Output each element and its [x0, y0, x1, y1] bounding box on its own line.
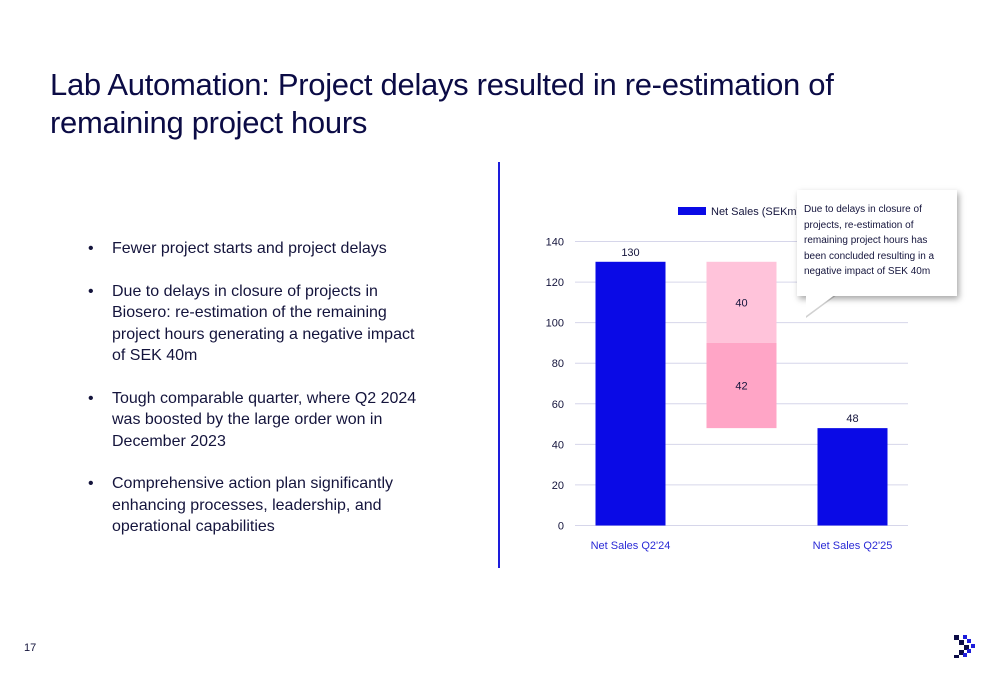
y-tick-label: 140 [546, 237, 564, 249]
bullet-text: Tough comparable quarter, where Q2 2024 … [112, 389, 417, 450]
x-tick-label: Net Sales Q2'24 [591, 540, 671, 552]
slide-title: Lab Automation: Project delays resulted … [50, 67, 834, 140]
y-tick-label: 100 [546, 318, 564, 330]
bullet-glyph: • [88, 282, 94, 300]
bullet-text: Due to delays in closure of projects in … [112, 282, 415, 365]
bullet-text: Fewer project starts and project delays [112, 240, 387, 257]
page-number: 17 [24, 642, 37, 654]
data-label: 42 [735, 381, 747, 393]
bullet-text: Comprehensive action plan significantly … [112, 475, 394, 535]
bullet-item: • Comprehensive action plan significantly… [88, 473, 428, 538]
legend-label: Net Sales (SEKm) [711, 206, 800, 218]
bullet-glyph: • [88, 475, 94, 492]
bullet-item: • Due to delays in closure of projects in… [88, 281, 428, 367]
bullet-item: • Fewer project starts and project delays [88, 238, 428, 260]
vertical-divider [498, 162, 500, 568]
bar [706, 261, 777, 343]
data-label: 40 [735, 297, 747, 309]
bullet-glyph: • [88, 240, 94, 257]
data-label: 130 [621, 247, 639, 259]
bar [817, 428, 888, 526]
y-tick-label: 60 [552, 399, 564, 411]
bar [706, 342, 777, 429]
bullet-glyph: • [88, 389, 94, 407]
callout-box: Due to delays in closure of projects, re… [797, 190, 957, 296]
legend-swatch [678, 207, 706, 215]
callout-tail [806, 294, 836, 316]
x-tick-label: Net Sales Q2'25 [813, 540, 893, 552]
y-tick-label: 40 [552, 439, 564, 451]
y-tick-label: 120 [546, 277, 564, 289]
bullet-list: • Fewer project starts and project delays… [88, 238, 428, 559]
callout-text: Due to delays in closure of projects, re… [804, 204, 935, 277]
y-tick-label: 80 [552, 358, 564, 370]
y-tick-label: 20 [552, 480, 564, 492]
data-label: 48 [846, 413, 858, 425]
double-chevron-right-icon [954, 635, 975, 658]
waterfall-chart: 0 20 40 60 80 100 120 140 130 40 42 48 Net Sales Q2'… [546, 206, 908, 552]
y-tick-label: 0 [558, 521, 564, 533]
bar [595, 261, 666, 526]
bullet-item: • Tough comparable quarter, where Q2 2024… [88, 388, 428, 453]
